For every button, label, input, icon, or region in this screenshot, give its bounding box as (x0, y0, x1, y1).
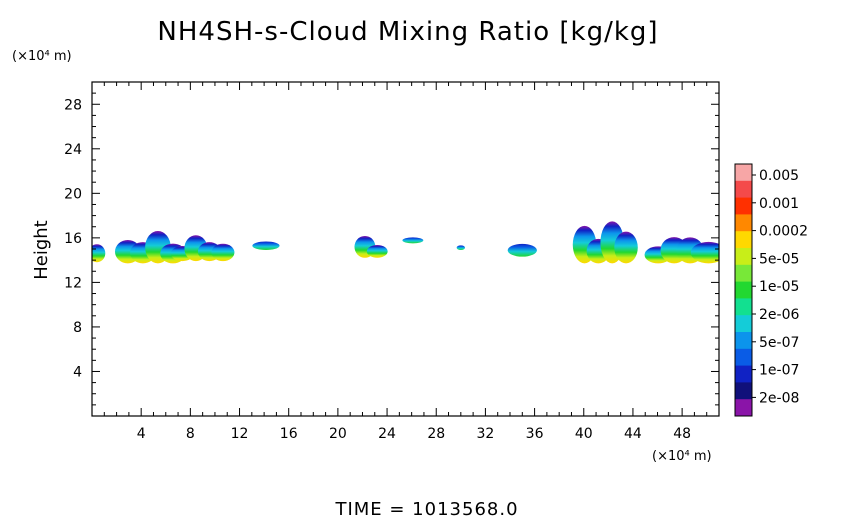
x-tick-label: 44 (624, 426, 642, 442)
colorbar-label: 1e-07 (759, 363, 799, 379)
colorbar-label: 1e-05 (759, 279, 799, 295)
cloud-lobe (211, 243, 235, 262)
x-tick-label: 24 (378, 426, 396, 442)
colorbar-label: 0.0002 (759, 224, 808, 240)
x-tick-label: 36 (526, 426, 544, 442)
chart-title: NH4SH-s-Cloud Mixing Ratio [kg/kg] (157, 17, 658, 47)
x-tick-label: 8 (186, 426, 195, 442)
x-axis-unit: (×10⁴ m) (652, 449, 712, 464)
cloud-lobe (366, 245, 388, 258)
y-axis-label: Height (31, 220, 52, 280)
colorbar-label: 2e-06 (759, 307, 799, 323)
cloud-lobe (402, 237, 424, 244)
x-tick-label: 16 (280, 426, 298, 442)
x-tick-label: 4 (137, 426, 146, 442)
y-axis-unit: (×10⁴ m) (12, 49, 72, 64)
cloud-cell (92, 244, 106, 263)
cloud-cell (170, 235, 235, 262)
colorbar-swatch (735, 248, 752, 266)
colorbar-swatch (735, 298, 752, 316)
cloud-lobe (690, 241, 719, 264)
y-tick-label: 28 (64, 97, 82, 113)
colorbar-swatch (735, 315, 752, 333)
x-tick-label: 32 (476, 426, 494, 442)
colorbar-label: 2e-08 (759, 390, 799, 406)
cloud-cell (507, 243, 537, 257)
cloud-lobe (507, 243, 537, 257)
y-tick-label: 20 (64, 186, 82, 202)
x-tick-label: 48 (673, 426, 691, 442)
cloud-lobe (614, 231, 638, 264)
cloud-cell (354, 235, 388, 258)
colorbar-swatch (735, 164, 752, 182)
colorbar-swatch (735, 214, 752, 232)
colorbar-label: 5e-05 (759, 251, 799, 267)
x-tick-label: 12 (231, 426, 249, 442)
y-tick-label: 24 (64, 142, 82, 158)
colorbar-label: 0.005 (759, 168, 799, 184)
colorbar-frame (734, 163, 753, 417)
colorbar-swatch (735, 332, 752, 350)
time-label: TIME = 1013568.0 (334, 499, 518, 519)
colorbar-swatch (735, 197, 752, 215)
colorbar-swatch (735, 281, 752, 299)
axis-ticks (92, 82, 719, 416)
cloud-cell (572, 221, 638, 264)
y-tick-label: 4 (73, 364, 82, 380)
y-tick-label: 12 (64, 275, 82, 291)
cloud-cell (252, 241, 280, 250)
x-tick-label: 20 (329, 426, 347, 442)
y-tick-label: 16 (64, 231, 82, 247)
y-tick-label: 8 (73, 320, 82, 336)
colorbar-swatch (735, 399, 752, 417)
cloud-lobe (92, 244, 106, 263)
cloud-lobe (456, 245, 466, 250)
y-tick-labels: 4 8 12 16 20 24 28 (64, 97, 82, 380)
colorbar-swatch (735, 231, 752, 249)
colorbar-swatch (735, 264, 752, 283)
colorbar-swatch (735, 365, 752, 383)
colorbar-label: 5e-07 (759, 335, 799, 351)
colorbar-label: 0.001 (759, 196, 799, 212)
x-tick-label: 40 (575, 426, 593, 442)
cloud-field (92, 221, 719, 264)
cloud-cell (402, 237, 424, 244)
colorbar-swatch (735, 382, 752, 400)
x-tick-label: 28 (427, 426, 445, 442)
colorbar-swatch (735, 180, 752, 199)
cloud-cell (456, 245, 466, 250)
x-tick-labels: 4 8 12 16 20 24 28 32 36 40 44 48 (137, 426, 691, 442)
colorbar: 0.005 0.001 0.0002 5e-05 1e-05 2e-06 5e-07 1e-0… (734, 163, 808, 417)
cloud-lobe (252, 241, 280, 250)
cloud-cell (690, 241, 719, 264)
colorbar-swatch (735, 348, 752, 367)
